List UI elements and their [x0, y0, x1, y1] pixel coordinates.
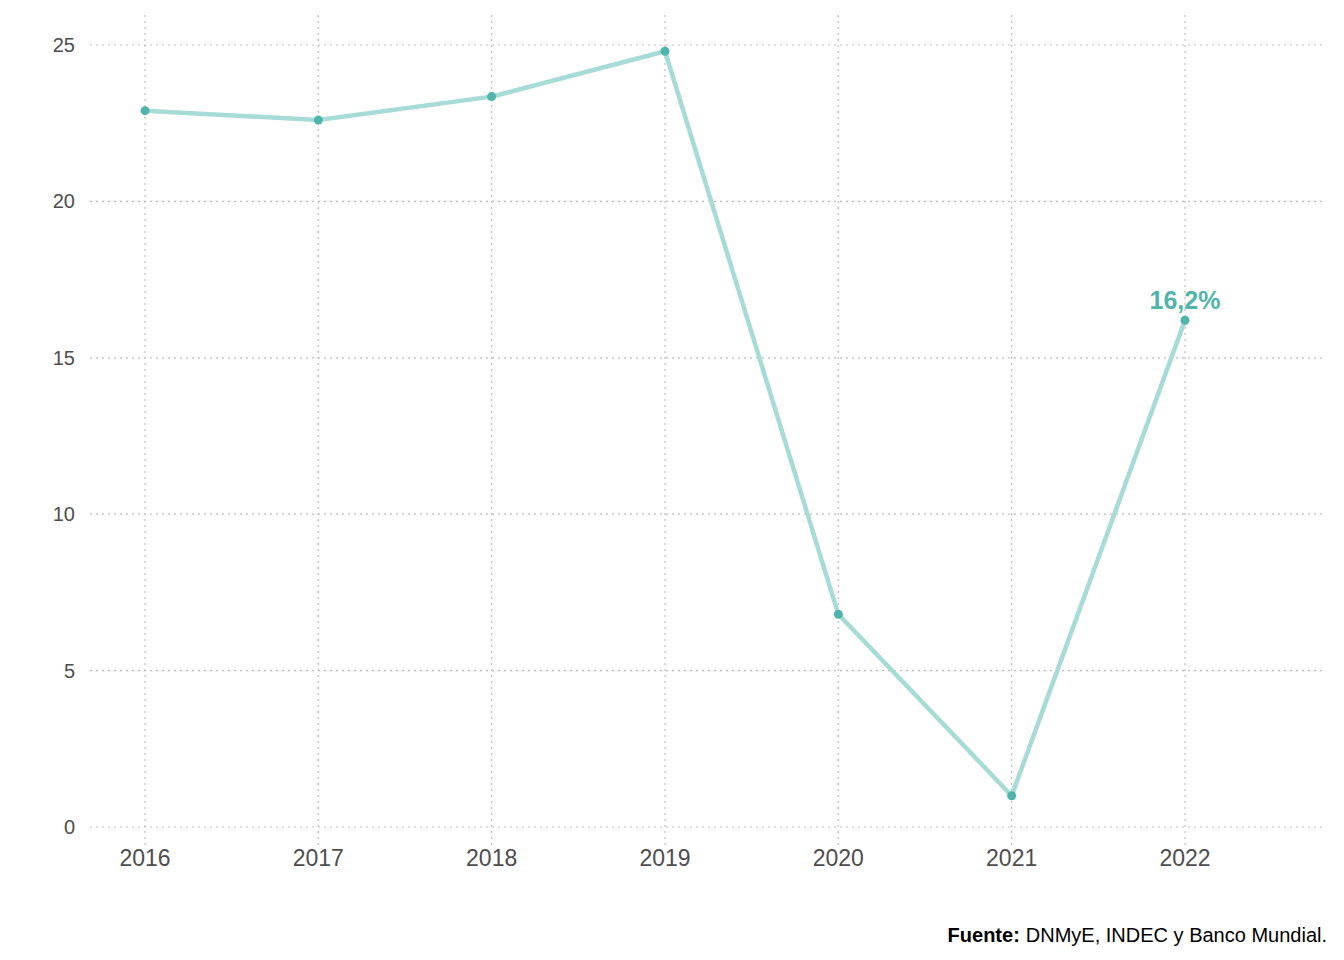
x-grid-line	[838, 15, 839, 845]
chart: 0 5 10 15 20 25 2016 2017 2018 2019 2020 2021 2022 16…	[0, 0, 1344, 960]
marks	[141, 47, 1190, 800]
source-text: DNMyE, INDEC y Banco Mundial.	[1026, 924, 1327, 946]
y-tick-label: 25	[53, 34, 75, 56]
point	[661, 47, 670, 56]
point	[834, 610, 843, 619]
point	[487, 92, 496, 101]
x-grid-line	[491, 15, 492, 845]
x-grid-line	[664, 15, 665, 845]
x-grid-line	[144, 15, 145, 845]
point	[141, 106, 150, 115]
source-label: Fuente:	[948, 924, 1020, 946]
x-tick-label: 2020	[813, 845, 864, 871]
x-tick-label: 2021	[986, 845, 1037, 871]
point	[1007, 791, 1016, 800]
point	[314, 116, 323, 125]
y-grid-line	[90, 670, 1325, 671]
y-grid-line	[90, 826, 1325, 827]
x-grid-line	[1184, 15, 1185, 845]
data-label: 16,2%	[1150, 286, 1221, 314]
y-tick-label: 10	[53, 503, 75, 525]
y-tick-label: 0	[64, 816, 75, 838]
point	[1181, 316, 1190, 325]
line	[145, 51, 1185, 795]
x-tick-label: 2019	[639, 845, 690, 871]
source: Fuente: DNMyE, INDEC y Banco Mundial.	[948, 924, 1327, 946]
y-tick-label: 20	[53, 190, 75, 212]
x-tick-label: 2022	[1159, 845, 1210, 871]
y-grid-line	[90, 44, 1325, 45]
grid	[90, 15, 1325, 845]
y-grid-line	[90, 514, 1325, 515]
y-tick-label: 5	[64, 660, 75, 682]
x-grid-line	[1011, 15, 1012, 845]
x-tick-label: 2017	[293, 845, 344, 871]
y-grid-line	[90, 201, 1325, 202]
x-grid-line	[318, 15, 319, 845]
y-tick-label: 15	[53, 347, 75, 369]
x-tick-label: 2018	[466, 845, 517, 871]
y-grid-line	[90, 357, 1325, 358]
x-tick-label: 2016	[119, 845, 170, 871]
